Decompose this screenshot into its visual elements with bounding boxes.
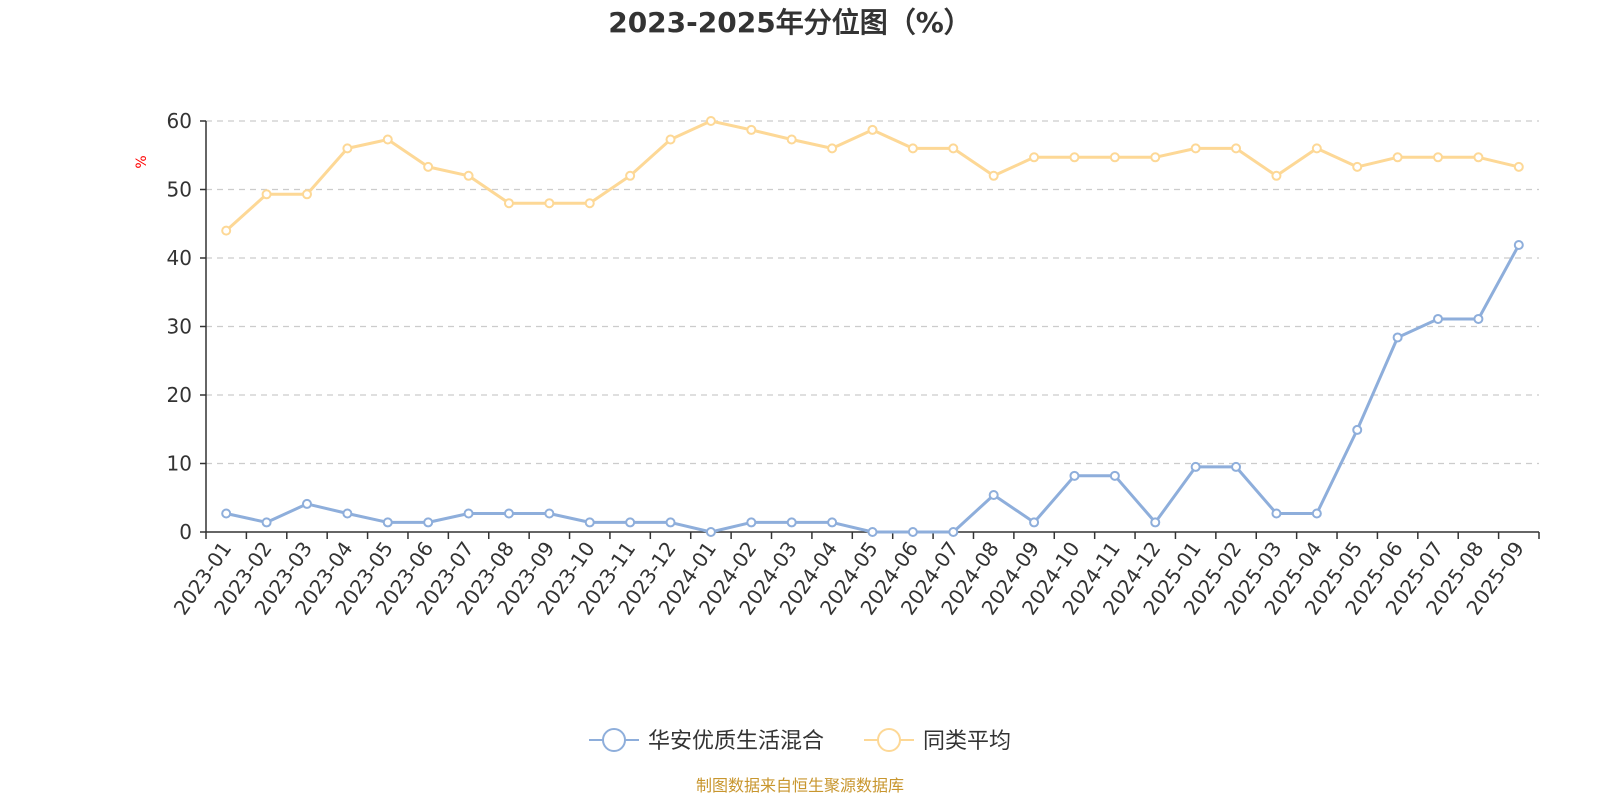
data-point <box>584 517 595 528</box>
axes <box>200 120 1540 539</box>
data-point <box>746 124 757 135</box>
data-point <box>625 170 636 181</box>
data-point <box>1473 152 1484 163</box>
data-point <box>1392 332 1403 343</box>
data-point <box>503 508 514 519</box>
data-point <box>1433 313 1444 324</box>
data-point <box>625 517 636 528</box>
y-tick-label: 10 <box>167 452 192 476</box>
data-point <box>746 517 757 528</box>
data-point <box>1150 517 1161 528</box>
y-tick-label: 60 <box>167 109 192 133</box>
data-point <box>1190 461 1201 472</box>
chart-title: 2023-2025年分位图（%） <box>608 6 972 39</box>
data-point <box>1109 470 1120 481</box>
data-point <box>1029 152 1040 163</box>
data-point <box>1109 152 1120 163</box>
data-point <box>786 517 797 528</box>
y-tick-label: 0 <box>179 520 192 544</box>
data-point <box>705 527 716 537</box>
data-point <box>342 143 353 154</box>
data-point <box>544 508 555 519</box>
series-lines <box>221 116 1524 537</box>
data-point <box>342 508 353 519</box>
y-axis-unit: % <box>134 155 150 168</box>
data-point <box>261 517 272 528</box>
y-tick-labels: 0 10 20 30 40 50 60 <box>167 109 192 544</box>
series-line-1 <box>225 119 1520 232</box>
legend: 华安优质生活混合 同类平均 <box>589 728 1011 754</box>
data-point <box>301 189 312 200</box>
legend-label-0: 华安优质生活混合 <box>648 729 824 754</box>
x-tick-labels: 2023-012023-022023-032023-042023-052023-… <box>169 537 1529 619</box>
data-point <box>382 134 393 145</box>
data-point <box>423 161 434 172</box>
data-point <box>1231 461 1242 472</box>
data-point <box>948 143 959 154</box>
data-point <box>261 189 272 200</box>
data-source-note: 制图数据来自恒生聚源数据库 <box>696 776 904 795</box>
data-point <box>1029 517 1040 528</box>
data-point <box>827 143 838 154</box>
data-point <box>584 198 595 209</box>
data-point <box>463 170 474 181</box>
data-point <box>1311 508 1322 519</box>
data-point <box>301 498 312 509</box>
data-point <box>1271 508 1282 519</box>
data-point <box>544 198 555 209</box>
data-point <box>1392 152 1403 163</box>
data-point <box>503 198 514 209</box>
data-point <box>1352 424 1363 435</box>
legend-marker-1 <box>877 728 901 752</box>
data-point <box>786 134 797 145</box>
data-point <box>221 225 232 236</box>
data-point <box>423 517 434 528</box>
data-point <box>1231 143 1242 154</box>
data-point <box>988 170 999 181</box>
series-line-0 <box>225 244 1521 534</box>
data-point <box>1352 161 1363 172</box>
data-point <box>1513 239 1524 250</box>
y-tick-label: 40 <box>167 246 192 270</box>
legend-marker-0 <box>602 728 626 752</box>
legend-label-1: 同类平均 <box>923 729 1011 754</box>
data-point <box>1311 143 1322 154</box>
y-tick-label: 30 <box>167 315 192 339</box>
data-point <box>988 490 999 501</box>
y-tick-label: 20 <box>167 383 192 407</box>
data-point <box>948 527 959 537</box>
data-point <box>907 527 918 537</box>
data-point <box>1069 152 1080 163</box>
data-point <box>463 508 474 519</box>
data-point <box>1513 161 1524 172</box>
data-point <box>1433 152 1444 163</box>
data-point <box>221 508 232 519</box>
data-point <box>1473 313 1484 324</box>
data-point <box>705 116 716 126</box>
data-point <box>867 124 878 135</box>
data-point <box>1190 143 1201 154</box>
data-point <box>827 517 838 528</box>
data-point <box>665 517 676 528</box>
data-point <box>382 517 393 528</box>
data-point <box>1150 152 1161 163</box>
data-point <box>1069 470 1080 481</box>
data-point <box>867 527 878 537</box>
grid-lines <box>206 120 1539 465</box>
data-point <box>1271 170 1282 181</box>
data-point <box>907 143 918 154</box>
data-point <box>665 134 676 145</box>
y-tick-label: 50 <box>167 178 192 202</box>
